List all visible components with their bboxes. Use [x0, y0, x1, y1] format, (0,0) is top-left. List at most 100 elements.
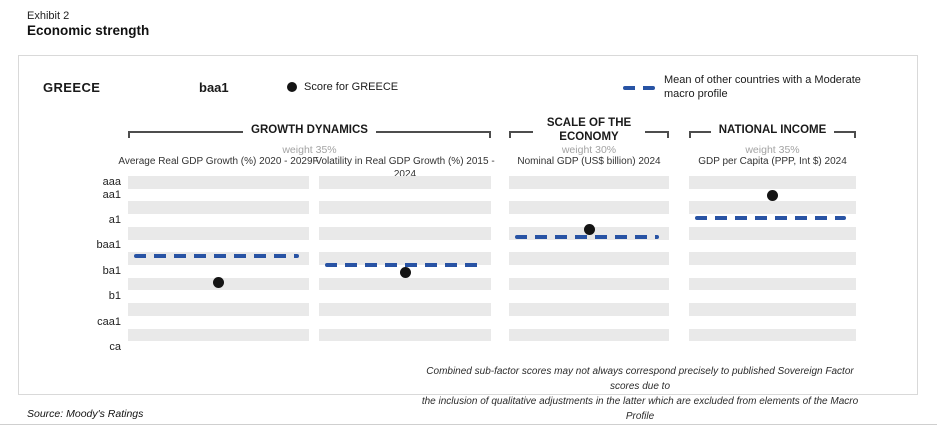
- rating-band: [128, 214, 309, 227]
- rating-band: [509, 315, 669, 329]
- panel-plot: [509, 176, 669, 354]
- score-dot: [213, 277, 224, 289]
- legend-score: Score for GREECE: [287, 81, 398, 93]
- rating-band: [509, 252, 669, 265]
- footnote-line-2: the inclusion of qualitative adjustments…: [421, 396, 859, 422]
- group-weight: weight 30%: [561, 144, 617, 156]
- rating-band: [689, 201, 856, 215]
- rating-band: [689, 315, 856, 329]
- rating-band: [319, 277, 491, 291]
- group-title: SCALE OF THE ECONOMY: [546, 117, 632, 143]
- rating-band: [128, 176, 309, 189]
- country-name: GREECE: [43, 80, 101, 95]
- bracket-right-line: [645, 131, 669, 138]
- rating-band: [509, 214, 669, 227]
- bracket-left-line: [128, 131, 244, 138]
- group-header: SCALE OF THE ECONOMY: [509, 116, 669, 146]
- rating-band: [128, 201, 309, 215]
- mean-dashed-line: [134, 254, 299, 259]
- group-weight: weight 35%: [282, 144, 337, 156]
- rating-band: [319, 176, 491, 189]
- rating-band: [689, 226, 856, 240]
- rating-band: [509, 265, 669, 278]
- panel-label: GDP per Capita (PPP, Int $) 2024: [698, 156, 847, 167]
- rating-band: [509, 277, 669, 291]
- rating-band: [319, 328, 491, 342]
- y-axis-label: ca: [109, 341, 121, 354]
- rating-band: [319, 252, 491, 265]
- rating-band: [689, 303, 856, 316]
- y-axis-label: ba1: [102, 264, 121, 277]
- group-title: NATIONAL INCOME: [718, 124, 827, 137]
- rating-band: [509, 328, 669, 342]
- score-dot: [399, 267, 411, 279]
- rating-band: [509, 303, 669, 316]
- rating-band: [319, 303, 491, 316]
- rating-band: [509, 201, 669, 215]
- page-title: Economic strength: [27, 23, 150, 38]
- panel-plot: [319, 176, 491, 354]
- bracket-left-line: [509, 131, 533, 138]
- bracket-right-line: [375, 131, 492, 138]
- bracket-left-line: [689, 131, 711, 138]
- bottom-divider: [0, 424, 937, 425]
- panel-label: Nominal GDP (US$ billion) 2024: [517, 156, 661, 167]
- rating-band: [128, 290, 309, 304]
- rating-band: [128, 239, 309, 253]
- y-axis-label: baa1: [96, 239, 121, 252]
- chart-box: GREECE baa1 Score for GREECE Mean of oth…: [18, 55, 918, 422]
- rating-band: [128, 265, 309, 278]
- legend-mean: Mean of other countries with a Moderate …: [623, 74, 884, 102]
- rating-band: [689, 176, 856, 189]
- panel-label: Volatility in Real GDP Growth (%) 2015 -…: [315, 156, 495, 180]
- rating-band: [128, 328, 309, 342]
- legend-score-label: Score for GREECE: [304, 81, 399, 93]
- group-title: GROWTH DYNAMICS: [251, 124, 368, 137]
- rating-band: [689, 265, 856, 278]
- group-weight: weight 35%: [745, 144, 800, 156]
- exhibit-label: Exhibit 2: [27, 10, 70, 22]
- y-axis-label: a1: [108, 214, 121, 226]
- rating-band: [509, 239, 669, 253]
- y-axis-label: aa1: [102, 188, 121, 201]
- footnote: Combined sub-factor scores may not alway…: [412, 364, 868, 424]
- legend-mean-label: Mean of other countries with a Moderate …: [664, 74, 861, 100]
- rating-band: [128, 303, 309, 316]
- rating-band: [689, 328, 856, 342]
- rating-band: [689, 277, 856, 291]
- mean-dashed-line: [325, 263, 481, 267]
- bracket-right-line: [834, 131, 857, 138]
- rating-band: [128, 341, 309, 354]
- rating-band: [319, 239, 491, 253]
- panel-plot: [689, 176, 856, 354]
- rating-band: [509, 188, 669, 202]
- rating-band: [689, 252, 856, 265]
- rating-band: [509, 341, 669, 354]
- rating-band: [128, 188, 309, 202]
- y-axis-label: b1: [108, 290, 121, 303]
- score-dot: [583, 223, 595, 235]
- panel-label: Average Real GDP Growth (%) 2020 - 2029F: [118, 156, 319, 167]
- panel-plot: [128, 176, 309, 354]
- rating-band: [319, 341, 491, 354]
- mean-dashed-line: [515, 235, 659, 240]
- y-axis-label: caa1: [97, 315, 121, 328]
- rating-band: [319, 290, 491, 304]
- y-axis-label: aaa: [102, 175, 121, 188]
- group-header: NATIONAL INCOME: [689, 116, 857, 146]
- rating-band: [319, 201, 491, 215]
- rating-band: [319, 214, 491, 227]
- mean-dashed-line: [695, 215, 846, 220]
- rating-band: [689, 239, 856, 253]
- mean-dash-icon: [623, 85, 655, 90]
- source-note: Source: Moody's Ratings: [27, 408, 144, 420]
- score-dot-icon: [287, 82, 297, 92]
- rating-band: [128, 315, 309, 329]
- score-dot: [767, 189, 778, 201]
- rating-band: [689, 341, 856, 354]
- rating-band: [509, 290, 669, 304]
- footnote-line-1: Combined sub-factor scores may not alway…: [426, 366, 854, 392]
- rating-band: [509, 176, 669, 189]
- group-header: GROWTH DYNAMICS: [128, 116, 492, 146]
